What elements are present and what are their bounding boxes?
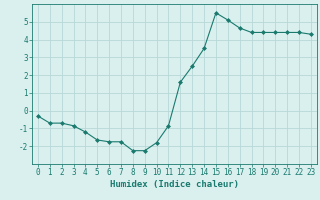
X-axis label: Humidex (Indice chaleur): Humidex (Indice chaleur) [110, 180, 239, 189]
